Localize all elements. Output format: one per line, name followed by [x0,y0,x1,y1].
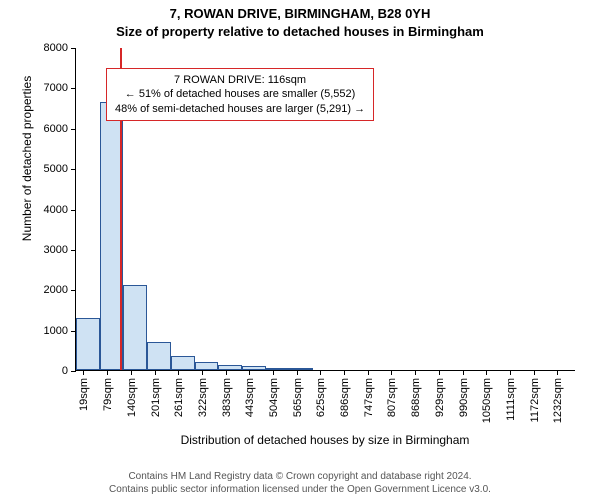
x-tick-mark [83,370,84,375]
y-axis-label: Number of detached properties [20,0,34,320]
x-tick-mark [131,370,132,375]
y-tick-mark [71,290,76,291]
x-tick-label: 504sqm [266,378,280,417]
y-tick-mark [71,48,76,49]
x-tick-label: 747sqm [361,378,375,417]
x-tick-mark [391,370,392,375]
x-tick-mark [178,370,179,375]
annotation-line1: 7 ROWAN DRIVE: 116sqm [115,73,365,87]
x-tick-label: 1172sqm [527,378,541,422]
x-tick-label: 140sqm [124,378,138,417]
x-tick-mark [320,370,321,375]
x-tick-label: 19sqm [76,378,90,411]
x-tick-mark [557,370,558,375]
histogram-bar [289,368,313,370]
histogram-bar [171,356,195,370]
x-tick-label: 261sqm [171,378,185,417]
histogram-bar [147,342,171,370]
histogram-bar [266,368,289,370]
annotation-box: 7 ROWAN DRIVE: 116sqm ← 51% of detached … [106,68,374,121]
x-tick-mark [107,370,108,375]
x-tick-label: 201sqm [148,378,162,417]
x-tick-mark [510,370,511,375]
x-tick-mark [273,370,274,375]
x-tick-mark [249,370,250,375]
annotation-line3: 48% of semi-detached houses are larger (… [115,102,365,116]
x-tick-label: 686sqm [337,378,351,417]
x-tick-label: 79sqm [100,378,114,411]
x-tick-mark [297,370,298,375]
x-tick-mark [344,370,345,375]
x-tick-mark [226,370,227,375]
plot-area: 7 ROWAN DRIVE: 116sqm ← 51% of detached … [75,48,575,371]
x-tick-label: 929sqm [432,378,446,417]
annotation-line2: ← 51% of detached houses are smaller (5,… [115,87,365,101]
x-tick-label: 322sqm [195,378,209,417]
x-tick-mark [486,370,487,375]
y-tick-mark [71,129,76,130]
y-tick-mark [71,210,76,211]
x-tick-mark [368,370,369,375]
x-tick-mark [534,370,535,375]
histogram-bar [195,362,218,370]
x-axis-label: Distribution of detached houses by size … [75,433,575,447]
x-tick-mark [415,370,416,375]
x-tick-label: 868sqm [408,378,422,417]
histogram-bar [76,318,100,370]
chart-title-line1: 7, ROWAN DRIVE, BIRMINGHAM, B28 0YH [0,6,600,21]
x-tick-label: 1050sqm [479,378,493,423]
footer-line2: Contains public sector information licen… [0,484,600,497]
x-tick-mark [202,370,203,375]
x-tick-label: 990sqm [456,378,470,417]
x-tick-label: 625sqm [313,378,327,417]
chart-title-line2: Size of property relative to detached ho… [0,24,600,39]
x-tick-mark [463,370,464,375]
x-tick-label: 383sqm [219,378,233,417]
y-tick-mark [71,331,76,332]
y-tick-mark [71,371,76,372]
footer: Contains HM Land Registry data © Crown c… [0,471,600,496]
histogram-bar [123,285,147,370]
footer-line1: Contains HM Land Registry data © Crown c… [0,471,600,484]
y-tick-mark [71,250,76,251]
x-tick-label: 1111sqm [503,378,517,421]
x-tick-label: 443sqm [242,378,256,417]
x-tick-label: 1232sqm [550,378,564,423]
x-tick-mark [439,370,440,375]
y-tick-mark [71,88,76,89]
x-tick-label: 807sqm [384,378,398,417]
x-tick-mark [155,370,156,375]
y-tick-mark [71,169,76,170]
histogram-bar [218,365,242,370]
histogram-bar [242,366,266,370]
chart-container: 7, ROWAN DRIVE, BIRMINGHAM, B28 0YH Size… [0,0,600,500]
x-tick-label: 565sqm [290,378,304,417]
